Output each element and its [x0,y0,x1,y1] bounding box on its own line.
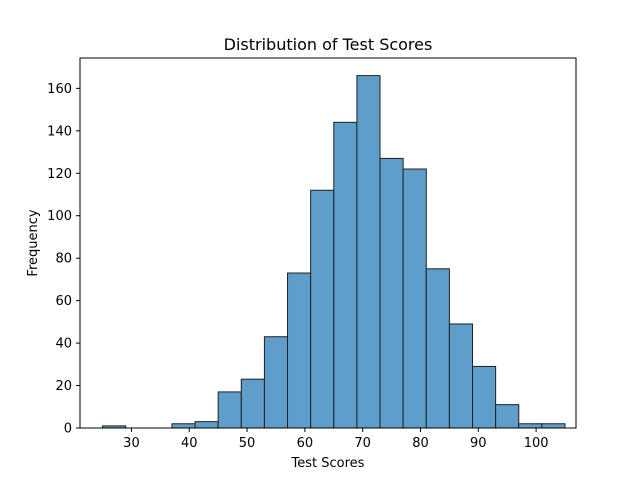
y-axis-ticks: 0 20 40 60 80 100 120 140 160 [47,82,80,437]
histogram-bar [472,365,497,429]
histogram-bar [541,423,566,429]
x-tick-label: 70 [354,436,371,451]
y-tick-label: 80 [55,252,72,267]
x-tick-label: 90 [470,436,487,451]
y-tick-label: 60 [55,294,72,309]
histogram-bar [217,391,242,429]
histogram-bars [102,75,566,429]
chart-title: Distribution of Test Scores [224,35,433,54]
histogram-bar [310,189,335,429]
histogram-bar [379,157,404,429]
x-axis-ticks: 30 40 50 60 70 80 90 100 [123,428,549,451]
x-axis-label: Test Scores [291,456,365,471]
y-tick-label: 120 [47,167,72,182]
histogram-bar [356,75,381,429]
x-tick-label: 30 [123,436,140,451]
histogram-bar [425,268,450,429]
y-tick-label: 140 [47,124,72,139]
histogram-bar [194,421,219,429]
y-tick-label: 40 [55,337,72,352]
plot-frame [79,57,577,429]
histogram-bar [333,121,358,429]
x-tick-label: 60 [297,436,314,451]
histogram-bar [402,168,427,429]
y-tick-label: 160 [47,82,72,97]
histogram-bar [240,378,265,429]
histogram-bar [287,272,312,429]
histogram-bar [448,323,474,429]
y-tick-label: 100 [47,209,72,224]
x-tick-label: 80 [412,436,429,451]
y-axis-label: Frequency [26,209,41,276]
histogram-bar [495,404,520,429]
histogram-bar [518,423,543,429]
x-tick-label: 40 [181,436,198,451]
histogram-bar [171,423,196,429]
y-tick-label: 20 [55,379,72,394]
x-tick-label: 100 [524,436,549,451]
x-tick-label: 50 [239,436,256,451]
histogram-bar [263,336,289,429]
y-tick-label: 0 [64,422,72,437]
